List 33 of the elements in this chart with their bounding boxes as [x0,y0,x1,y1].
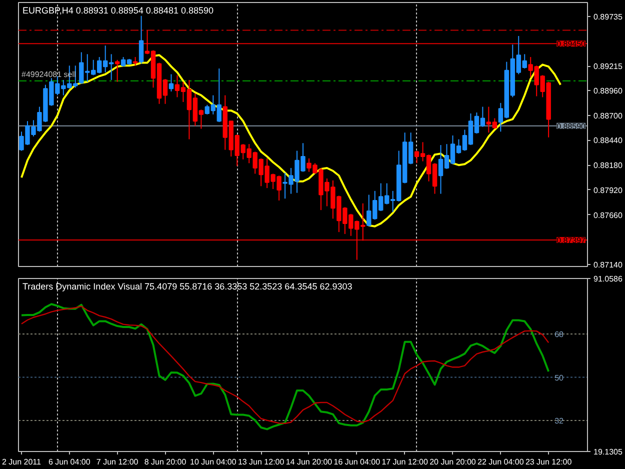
x-tick-label: 20 Jun 20:00 [430,458,476,466]
y-tick-label: 0.89735 [594,12,623,22]
x-tick-label: 14 Jun 20:00 [286,458,333,466]
x-tick-label: 8 Jun 20:00 [144,458,187,466]
x-tick-label: 23 Jun 12:00 [525,458,572,466]
candlestick [168,74,174,92]
y-tick-label: 0.87920 [594,186,623,195]
ref-line-label: 0.87397 [556,236,586,246]
x-tick-label: 13 Jun 12:00 [238,458,285,466]
y-tick-label: 91.0586 [594,274,623,284]
x-tick-label: 22 Jun 04:00 [478,458,524,466]
chart-title: EURGBP,H4 0.88931 0.88954 0.88481 0.88590 [22,6,214,16]
y-tick-label: 19.1305 [594,448,623,456]
ref-line-label: 0.88590 [556,122,586,131]
y-tick-label: 0.88180 [594,161,623,170]
y-tick-label: 0.89215 [594,62,623,72]
y-tick-label: 0.88960 [594,86,623,96]
ref-line-label: 0.89450 [556,40,586,49]
x-tick-label: 7 Jun 12:00 [96,458,139,466]
x-tick-label: 10 Jun 04:00 [190,458,237,466]
chart-title: Traders Dynamic Index Visual 75.4079 55.8716 36.3353 52.3523 64.3545 62.9303 [22,282,352,292]
y-tick-label: 0.87140 [594,260,623,270]
x-tick-label: 16 Jun 04:00 [334,458,381,466]
x-tick-label: 6 Jun 04:00 [48,458,91,466]
ref-line-label: 50 [554,373,564,382]
y-tick-label: 0.87660 [594,210,623,220]
candlestick [138,15,144,64]
y-tick-label: 0.88440 [594,136,623,146]
x-tick-label: 2 Jun 2011 [2,458,42,466]
x-tick-label: 17 Jun 12:00 [382,458,429,466]
ref-line-label: 32 [554,416,564,426]
y-tick-label: 0.88700 [594,111,623,120]
ref-line-label: 68 [554,330,564,339]
